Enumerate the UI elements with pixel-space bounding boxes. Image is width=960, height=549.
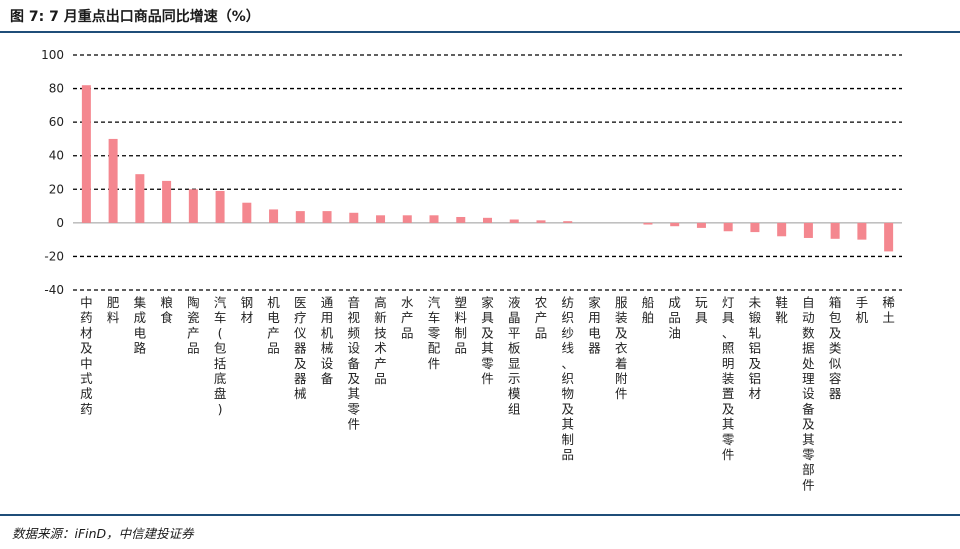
bar (242, 202, 252, 223)
bar (536, 220, 546, 223)
category-label: 钢材 (241, 295, 254, 325)
category-label: 陶瓷产品 (187, 295, 200, 356)
bar (750, 222, 760, 233)
bar (402, 215, 412, 223)
y-tick-label: -40 (44, 283, 64, 297)
category-label: 家用电器 (588, 295, 601, 356)
category-label: 粮食 (160, 295, 173, 325)
y-tick-label: 100 (41, 48, 64, 62)
category-label: 箱包及类似容器 (829, 295, 842, 401)
category-label: 汽车(包括底盘) (214, 295, 227, 416)
category-label: 中药材及中式成药 (80, 295, 93, 416)
category-label: 通用机械设备 (321, 295, 334, 386)
bar (295, 211, 305, 223)
bar (269, 209, 279, 223)
bar (857, 222, 867, 240)
chart-title: 图 7: 7 月重点出口商品同比增速（%） (10, 9, 260, 25)
bar (884, 222, 894, 252)
category-label: 家具及其零件 (481, 295, 494, 386)
category-label: 液晶平板显示模组 (508, 295, 521, 416)
category-label: 灯具、照明装置及其零件 (722, 295, 735, 462)
category-label: 肥料 (107, 295, 120, 325)
y-tick-label: 60 (49, 115, 64, 129)
y-tick-label: 20 (49, 182, 64, 196)
category-label: 自动数据处理设备及其零部件 (802, 295, 815, 492)
bar (670, 222, 680, 227)
category-label: 船舶 (642, 295, 655, 325)
bar (456, 216, 466, 223)
bar (509, 219, 519, 223)
y-tick-label: 80 (49, 82, 64, 96)
bottom-rule (0, 514, 960, 516)
bar (723, 222, 733, 232)
y-axis-ticks: 100 80 60 40 20 0 -20 -40 (41, 48, 64, 297)
bar (215, 190, 225, 223)
source-note: 数据来源：iFinD，中信建投证券 (12, 526, 194, 541)
bar (563, 221, 573, 223)
category-label: 稀土 (882, 295, 895, 325)
bar (429, 215, 439, 223)
category-label: 集成电路 (134, 295, 147, 356)
category-label: 汽车零配件 (428, 295, 441, 371)
bar (483, 217, 492, 223)
bar (696, 222, 706, 228)
category-label: 鞋靴 (775, 295, 788, 325)
bar (349, 212, 359, 223)
category-label: 水产品 (401, 295, 414, 340)
category-label: 机电产品 (267, 295, 280, 356)
bar (162, 180, 172, 223)
bar (830, 222, 840, 239)
category-label: 高新技术产品 (374, 295, 387, 386)
top-rule (0, 31, 960, 33)
category-label: 纺织纱线、织物及其制品 (561, 295, 574, 462)
category-label: 医疗仪器及器械 (294, 295, 307, 401)
category-label: 玩具 (695, 295, 708, 325)
bar (188, 189, 198, 223)
bar (376, 215, 386, 223)
category-label: 服装及衣着附件 (615, 295, 628, 401)
category-label: 手机 (856, 295, 869, 325)
category-label: 农产品 (535, 295, 548, 340)
bar (135, 174, 145, 223)
category-label: 成品油 (668, 295, 681, 340)
category-label: 塑料制品 (455, 295, 468, 356)
bar (803, 222, 813, 238)
bar (777, 222, 787, 237)
y-tick-label: -20 (44, 249, 64, 263)
bar (643, 222, 653, 225)
bars (81, 85, 894, 252)
y-tick-label: 0 (56, 216, 64, 230)
bar (322, 211, 332, 223)
category-label: 未锻轧铝及铝材 (749, 295, 762, 401)
gridlines (73, 54, 902, 291)
category-label: 音视频设备及其零件 (348, 295, 361, 432)
y-tick-label: 40 (49, 149, 64, 163)
bar (81, 85, 91, 223)
bar (108, 138, 118, 223)
